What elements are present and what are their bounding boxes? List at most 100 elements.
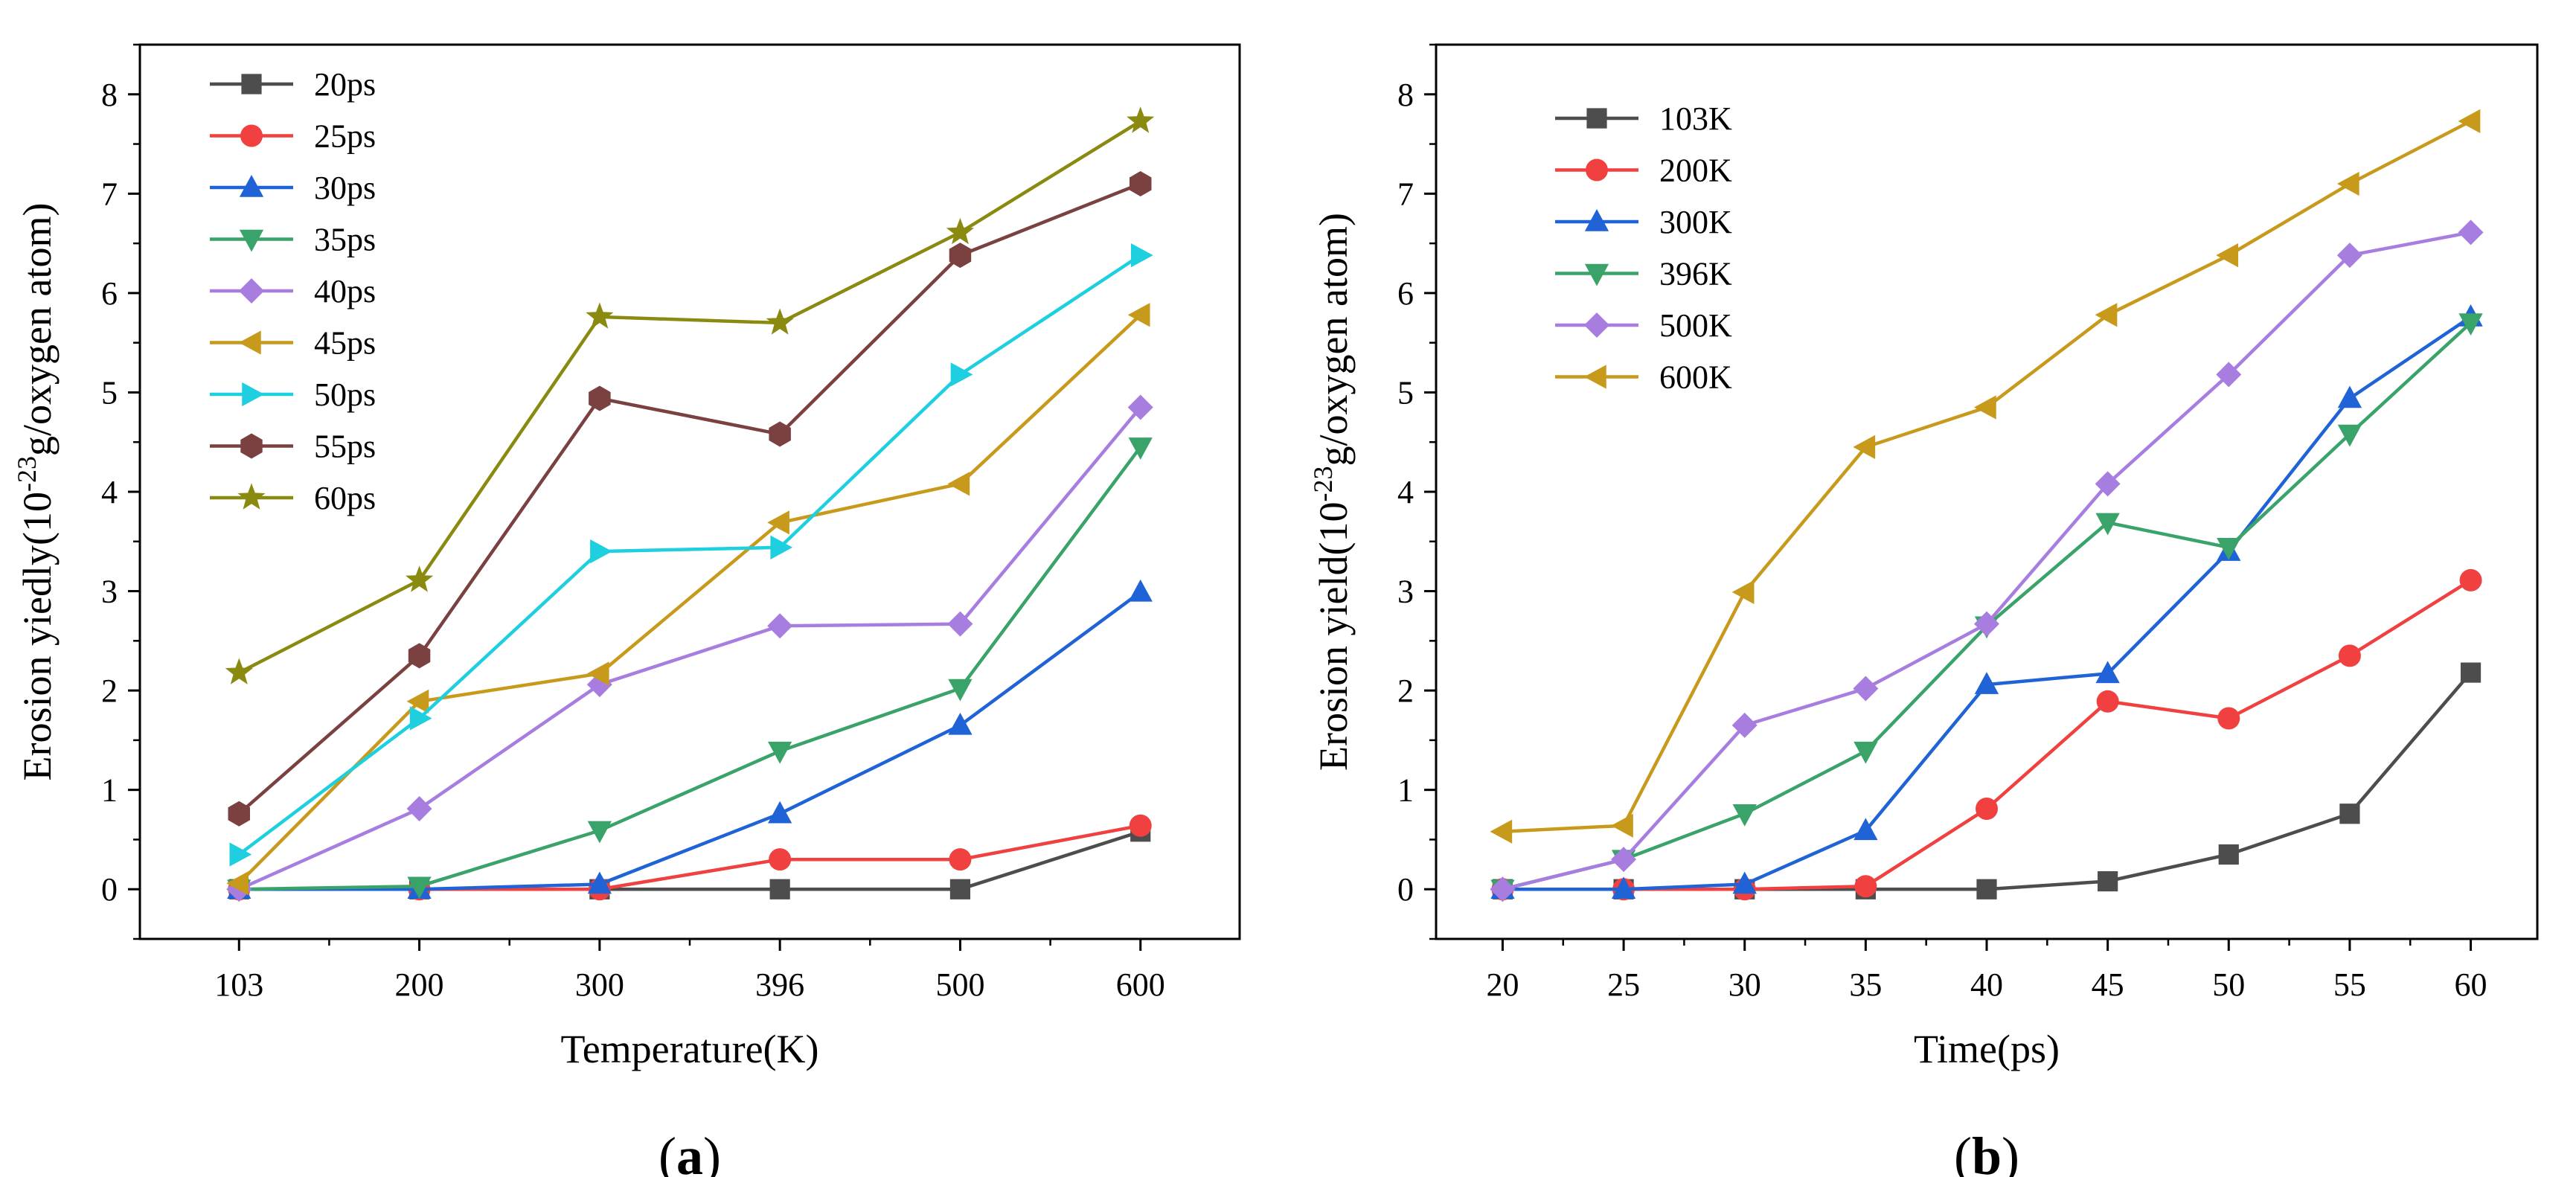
- data-point: [407, 876, 432, 899]
- series-45ps: [226, 303, 1150, 896]
- legend-marker: [1584, 365, 1606, 389]
- panel-label: (a): [659, 1126, 721, 1177]
- legend-label: 600K: [1659, 359, 1732, 396]
- legend-label: 200K: [1659, 153, 1732, 189]
- legend-marker: [1584, 263, 1609, 286]
- data-point: [2460, 662, 2482, 683]
- data-point: [1129, 814, 1152, 837]
- data-point: [1128, 579, 1153, 602]
- data-point: [408, 643, 431, 669]
- data-point: [1130, 243, 1153, 268]
- data-point: [2095, 471, 2121, 497]
- y-tick-label: 7: [101, 176, 118, 212]
- data-point: [767, 801, 792, 824]
- y-tick-label: 6: [101, 275, 118, 312]
- series-line: [239, 591, 1142, 891]
- data-point: [1853, 818, 1878, 841]
- data-point: [225, 658, 253, 684]
- x-tick-label: 50: [2212, 966, 2245, 1003]
- data-point: [949, 879, 971, 899]
- data-point: [1853, 434, 1876, 460]
- y-tick-label: 1: [1397, 772, 1414, 809]
- data-point: [2459, 568, 2482, 591]
- y-tick-label: 2: [101, 673, 118, 709]
- legend-marker: [1586, 108, 1607, 129]
- data-point: [1853, 741, 1878, 764]
- legend-marker: [240, 124, 263, 147]
- data-point: [1127, 303, 1150, 327]
- legend-label: 500K: [1659, 307, 1732, 344]
- series-line: [1502, 231, 2471, 891]
- y-tick-label: 0: [101, 871, 118, 908]
- legend-marker: [237, 483, 266, 510]
- data-point: [2458, 313, 2483, 336]
- y-tick-label: 1: [101, 772, 118, 809]
- legend-label: 45ps: [314, 325, 376, 362]
- y-axis-title: Erosion yiedly(10-23g/oxygen atom): [12, 203, 60, 781]
- data-point: [587, 821, 612, 844]
- legend-marker: [1586, 158, 1608, 182]
- legend-marker: [239, 229, 264, 252]
- series-line: [239, 446, 1142, 891]
- series-103K: [1492, 662, 2482, 899]
- data-point: [948, 679, 973, 702]
- data-point: [948, 712, 973, 735]
- data-point: [1611, 847, 1637, 873]
- chart-panel-a: 0 1 2 3 4 5 6 7 8 103 200 300 396 500 600 Temperature(K…: [12, 43, 1241, 1177]
- data-point: [1732, 871, 1757, 894]
- data-point: [406, 565, 434, 592]
- legend: 20ps 25ps 30ps 35ps 40ps 45ps 50ps 55ps 60ps: [210, 66, 376, 516]
- legend-marker: [1584, 209, 1609, 231]
- data-point: [2458, 109, 2481, 133]
- data-point: [406, 796, 432, 822]
- data-point: [2216, 362, 2242, 388]
- data-point: [950, 362, 973, 387]
- y-tick-label: 4: [1397, 474, 1414, 510]
- data-point: [2217, 538, 2241, 560]
- data-point: [947, 611, 973, 637]
- y-tick-label: 0: [1397, 871, 1414, 908]
- x-tick-label: 25: [1607, 966, 1640, 1003]
- y-axis-title-exponent: -23: [12, 456, 42, 492]
- legend-marker: [240, 433, 263, 459]
- data-point: [1127, 106, 1155, 133]
- y-tick-label: 4: [101, 474, 118, 510]
- x-tick-label: 45: [2092, 966, 2124, 1003]
- legend-label: 30ps: [314, 170, 376, 206]
- data-point: [587, 871, 612, 894]
- legend-marker: [241, 74, 262, 94]
- y-tick-label: 2: [1397, 673, 1414, 709]
- data-point: [766, 308, 794, 335]
- data-point: [1127, 394, 1153, 420]
- legend-label: 50ps: [314, 376, 376, 413]
- data-point: [767, 741, 792, 764]
- data-point: [946, 217, 974, 245]
- y-tick-label: 7: [1397, 176, 1414, 212]
- y-axis-title-unit: g/oxygen atom): [15, 203, 60, 456]
- data-point: [229, 842, 252, 867]
- data-point: [1611, 813, 1633, 838]
- data-point: [769, 848, 792, 871]
- data-point: [1854, 875, 1877, 898]
- y-tick-label: 8: [1397, 77, 1414, 113]
- data-point: [2095, 513, 2120, 536]
- data-point: [2218, 844, 2239, 865]
- y-axis-title-unit: g/oxygen atom): [1311, 213, 1356, 466]
- series-500K: [1490, 219, 2484, 902]
- data-point: [2336, 171, 2359, 196]
- series-line: [237, 182, 1141, 815]
- legend: 103K 200K 300K 396K 500K 600K: [1555, 100, 1732, 396]
- series-line: [1502, 119, 2472, 834]
- legend-label: 300K: [1659, 204, 1732, 240]
- data-point: [1974, 611, 1999, 637]
- legend-marker: [239, 175, 264, 197]
- x-tick-label: 60: [2455, 966, 2487, 1003]
- legend-label: 20ps: [314, 66, 376, 103]
- data-point: [2336, 243, 2362, 269]
- y-axis-title-main: Erosion yiedly(10: [15, 492, 60, 780]
- x-tick-label: 55: [2333, 966, 2366, 1003]
- series-line: [238, 119, 1141, 675]
- data-point: [1731, 712, 1758, 738]
- data-point: [2217, 707, 2240, 730]
